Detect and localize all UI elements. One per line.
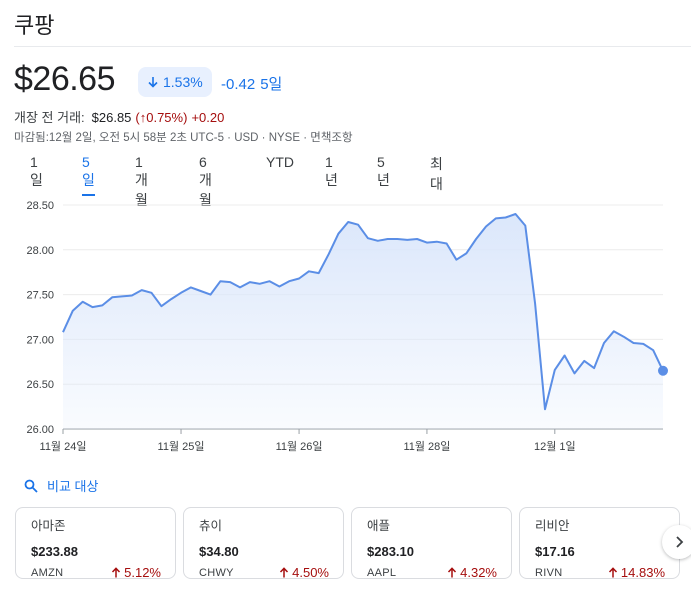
stock-card-aapl[interactable]: 애플 $283.10 AAPL 4.32% xyxy=(351,507,512,580)
tab-ytd[interactable]: YTD xyxy=(266,154,294,170)
premarket-label: 개장 전 거래: xyxy=(14,110,85,125)
x-tick-label: 11월 26일 xyxy=(276,439,323,453)
market-status-meta: 마감됨:12월 2일, 오전 5시 58분 2초 UTC-5 · USD · N… xyxy=(14,132,353,144)
stock-ticker: RIVN xyxy=(535,566,563,579)
x-tick-label: 11월 24일 xyxy=(40,439,87,453)
stock-ticker: AAPL xyxy=(367,566,397,579)
tab-max[interactable]: 최대 xyxy=(430,156,443,192)
arrow-up-icon xyxy=(280,567,289,578)
arrow-down-icon xyxy=(148,77,158,88)
stock-price: $283.10 xyxy=(367,544,414,559)
stock-change: 5.12% xyxy=(111,565,161,580)
y-tick-label: 26.50 xyxy=(26,379,54,391)
stock-price: $17.16 xyxy=(535,544,575,559)
y-tick-label: 26.00 xyxy=(26,424,54,436)
stock-change-value: 4.50% xyxy=(292,565,329,580)
price-chart[interactable]: 28.50 28.00 27.50 27.00 26.50 26.00 11월 24일 11월… xyxy=(0,190,691,460)
stock-change: 14.83% xyxy=(608,565,665,580)
absolute-change: -0.42 5일 xyxy=(221,73,282,94)
premarket-price: $26.85 xyxy=(91,110,132,125)
y-tick-label: 28.50 xyxy=(26,200,54,212)
stock-name: 리비안 xyxy=(535,519,570,533)
stock-card-amzn[interactable]: 아마존 $233.88 AMZN 5.12% xyxy=(15,507,176,580)
compare-label: 비교 대상 xyxy=(47,479,99,494)
price-chart-svg[interactable]: 28.50 28.00 27.50 27.00 26.50 26.00 11월 24일 11월… xyxy=(0,190,691,460)
stock-ticker: AMZN xyxy=(31,566,64,579)
chevron-right-icon xyxy=(676,536,684,548)
stock-change: 4.50% xyxy=(279,565,329,580)
stock-change-value: 5.12% xyxy=(124,565,161,580)
x-tick-label: 11월 25일 xyxy=(158,439,205,453)
y-tick-label: 28.00 xyxy=(26,245,54,257)
stock-ticker: CHWY xyxy=(199,566,234,579)
next-stocks-button[interactable] xyxy=(662,525,691,559)
stock-card-chwy[interactable]: 츄이 $34.80 CHWY 4.50% xyxy=(183,507,344,580)
search-icon xyxy=(24,479,38,493)
tab-1y[interactable]: 1년 xyxy=(325,154,338,188)
tab-1m[interactable]: 1개월 xyxy=(135,154,148,208)
x-tick-label: 12월 1일 xyxy=(534,439,576,453)
y-tick-label: 27.00 xyxy=(26,334,54,346)
premarket-info: 개장 전 거래: $26.85 (↑0.75%) +0.20 xyxy=(14,107,224,126)
page-title: 쿠팡 xyxy=(14,14,55,39)
stock-price: $233.88 xyxy=(31,544,78,559)
change-period: 5일 xyxy=(260,76,283,93)
arrow-up-icon xyxy=(448,567,457,578)
tab-5d[interactable]: 5일 xyxy=(82,154,95,196)
stock-card-rivn[interactable]: 리비안 $17.16 RIVN 14.83% xyxy=(519,507,680,580)
percent-change-badge: 1.53% xyxy=(138,67,212,97)
absolute-change-value: -0.42 xyxy=(221,76,256,93)
premarket-abs-change: +0.20 xyxy=(191,110,225,125)
tab-5y[interactable]: 5년 xyxy=(377,154,390,188)
percent-change-value: 1.53% xyxy=(163,74,203,90)
price-area xyxy=(63,214,663,429)
stock-name: 애플 xyxy=(367,519,391,533)
arrow-up-icon xyxy=(608,567,617,578)
current-price: $26.65 xyxy=(14,60,116,98)
premarket-percent: (↑0.75%) xyxy=(135,110,188,125)
stock-price: $34.80 xyxy=(199,544,239,559)
stock-change-value: 14.83% xyxy=(620,565,665,580)
tab-1d[interactable]: 1일 xyxy=(30,154,43,188)
stock-name: 아마존 xyxy=(31,519,66,533)
current-price-dot xyxy=(658,365,668,376)
stock-change-value: 4.32% xyxy=(460,565,497,580)
price-line xyxy=(62,213,664,411)
tab-6m[interactable]: 6개월 xyxy=(199,154,212,208)
stock-change: 4.32% xyxy=(447,565,497,580)
stock-name: 츄이 xyxy=(199,519,223,533)
compare-button[interactable]: 비교 대상 xyxy=(24,476,98,495)
arrow-up-icon xyxy=(112,567,121,578)
divider xyxy=(14,46,691,47)
x-tick-label: 11월 28일 xyxy=(403,439,450,453)
y-tick-label: 27.50 xyxy=(26,290,54,302)
